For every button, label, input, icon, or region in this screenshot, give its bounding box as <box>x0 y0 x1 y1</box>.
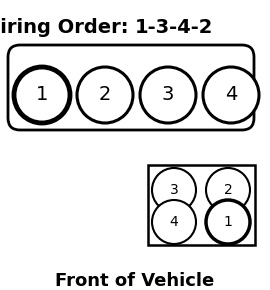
Text: 1: 1 <box>224 215 232 229</box>
Circle shape <box>203 67 259 123</box>
Text: 4: 4 <box>170 215 178 229</box>
Text: 2: 2 <box>224 183 232 197</box>
Text: Firing Order:: Firing Order: <box>0 18 135 37</box>
Circle shape <box>14 67 70 123</box>
Circle shape <box>206 200 250 244</box>
Circle shape <box>152 168 196 212</box>
Text: 1: 1 <box>36 86 48 104</box>
Circle shape <box>152 200 196 244</box>
FancyBboxPatch shape <box>148 165 255 245</box>
Text: 1-3-4-2: 1-3-4-2 <box>135 18 213 37</box>
Text: 4: 4 <box>225 86 237 104</box>
Text: 3: 3 <box>162 86 174 104</box>
Text: 3: 3 <box>170 183 178 197</box>
Circle shape <box>206 168 250 212</box>
Text: 2: 2 <box>99 86 111 104</box>
Text: Front of Vehicle: Front of Vehicle <box>55 272 215 290</box>
Circle shape <box>77 67 133 123</box>
Circle shape <box>140 67 196 123</box>
FancyBboxPatch shape <box>8 45 254 130</box>
